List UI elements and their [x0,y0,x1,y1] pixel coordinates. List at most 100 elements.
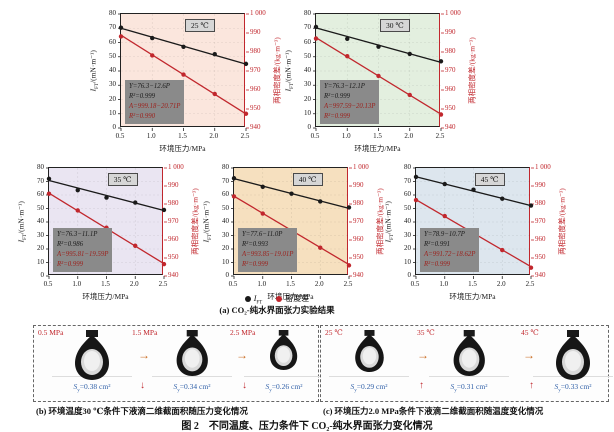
right-tick-label: 1 000 [250,9,266,17]
fit-equation: R²=0.999 [324,93,351,100]
left-tick-label: 20 [404,244,411,252]
caption-c: (c) 环境压力2.0 MPa条件下液滴二维截面积随温度变化情况 [323,406,544,416]
density-data-point [231,194,237,199]
left-tick-label: 10 [37,257,44,266]
right-y-axis-title: 两相密度差/(kg·m⁻³) [467,37,477,104]
right-tick-label: 960 [353,235,364,243]
right-tick-label: 970 [445,66,456,74]
right-tick-label: 990 [445,28,456,36]
x-tick-label: 1.0 [257,280,267,288]
right-tick-label: 950 [353,253,364,261]
right-tick-label: 950 [250,104,261,112]
x-tick-label: 1.5 [468,280,477,288]
temperature-badge: 25 ℃ [185,19,215,32]
right-tick-label: 980 [250,47,261,55]
left-tick-label: 80 [109,9,116,17]
ift-data-point [318,199,323,204]
ift-data-point [413,174,419,180]
right-tick-label: 940 [445,123,456,131]
density-data-point [133,243,138,248]
x-tick-label: 2.5 [435,132,445,140]
left-y-axis-title: IFT/(mN·m⁻¹) [16,201,28,243]
left-tick-label: 40 [109,66,116,74]
fit-annotation: Y=76.3−12.6P R²=0.999 A=999.18−20.71P R²=0.… [125,80,185,124]
droplet-image [270,330,298,370]
density-data-point [118,34,124,39]
droplet-image [75,330,109,380]
left-tick-label: 80 [404,163,411,171]
density-data-point [75,208,80,213]
x-axis-title: 环境压力/MPa [82,292,129,301]
legend-label: IFT [253,294,263,306]
surface-line [244,376,324,377]
left-tick-label: 50 [404,203,411,212]
density-data-point [407,92,412,98]
left-tick-label: 60 [109,37,116,46]
left-tick-label: 80 [222,163,229,171]
surface-line [152,376,232,377]
right-tick-label: 970 [353,217,364,225]
density-data-point [346,263,352,268]
ift-data-point [243,61,249,67]
fit-annotation: Y=76.3−11.1P R²=0.986 A=995.81−19.59P R²=0.… [53,228,113,272]
ift-data-point [500,196,505,201]
trend-arrow-icon: ↓ [242,380,247,391]
right-tick-label: 940 [168,271,179,279]
fit-annotation: Y=76.3−12.1P R²=0.999 A=997.59−20.13P R²=0.… [320,80,380,124]
x-tick-label: 0.5 [115,132,125,140]
right-tick-label: 1 000 [168,163,184,171]
left-tick-label: 0 [307,123,312,131]
x-tick-label: 1.0 [146,132,156,140]
x-tick-label: 2.5 [525,280,535,288]
right-tick-label: 940 [250,123,261,131]
right-tick-label: 960 [250,85,261,93]
density-data-point [260,211,265,216]
x-tick-label: 0.5 [43,280,53,288]
temperature-badge: 35 ℃ [107,173,138,186]
droplet-panel-b: 0.5 MPa Sy=0.38 cm² 1.5 MPa Sy=0.34 cm² 2.5 … [33,325,324,402]
left-tick-label: 70 [404,176,411,185]
droplet-image [354,330,384,372]
left-tick-label: 50 [109,51,116,60]
fit-annotation: Y=77.6−11.0P R²=0.993 A=993.85−19.01P R²=0.… [238,228,298,272]
x-axis-title: 环境压力/MPa [267,292,314,301]
left-y-axis-title: IFT/(mN·m⁻¹) [88,50,100,92]
trend-arrow-icon: ↓ [140,380,145,391]
ift-data-point [345,36,350,41]
right-tick-label: 990 [353,181,364,189]
flow-arrow-icon: → [138,348,150,362]
left-tick-label: 20 [222,244,229,252]
left-tick-label: 50 [222,203,229,212]
ift-data-point [376,44,381,49]
x-tick-label: 1.5 [101,280,110,288]
ift-data-point [260,184,265,189]
right-tick-label: 950 [535,253,546,261]
right-y-axis-title: 两相密度差/(kg·m⁻³) [557,188,567,255]
trend-arrow-icon: ↑ [419,380,424,391]
right-tick-label: 990 [250,28,261,36]
fit-equation: R²=0.990 [129,113,156,120]
fit-equation: A=991.72−18.62P [424,251,476,258]
density-data-point [181,72,186,77]
fit-equation: R²=0.999 [129,93,156,100]
density-data-point [500,247,505,253]
left-tick-label: 0 [112,123,117,131]
area-label: Sy=0.34 cm² [173,382,211,394]
left-tick-label: 40 [37,217,44,225]
droplet-image [176,330,208,376]
density-data-point [318,245,323,250]
right-tick-label: 940 [535,271,546,279]
fit-equation: A=999.18−20.71P [129,103,181,110]
right-tick-label: 980 [445,47,456,55]
fit-equation: Y=76.3−12.1P [324,83,365,90]
left-tick-label: 60 [404,190,411,198]
left-tick-label: 60 [304,37,311,46]
x-tick-label: 2.5 [343,280,353,288]
legend-marker-icon [244,296,251,303]
ift-data-point [133,200,138,205]
left-tick-label: 50 [37,203,44,212]
left-tick-label: 20 [37,244,44,252]
ift-data-point [346,205,352,210]
fit-equation: Y=76.3−12.6P [129,83,170,90]
